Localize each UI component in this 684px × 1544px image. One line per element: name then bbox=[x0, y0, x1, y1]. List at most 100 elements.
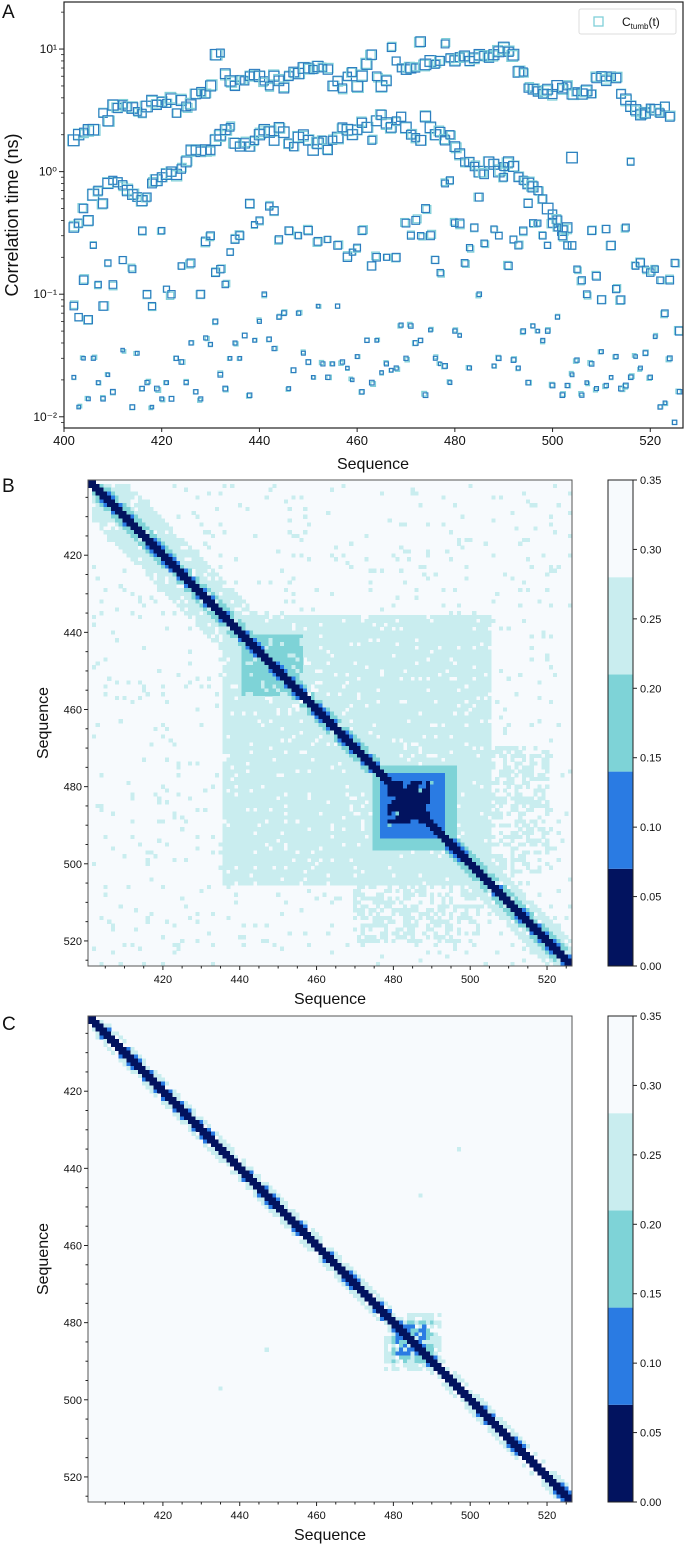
heatmap-cell bbox=[437, 750, 442, 755]
heatmap-cell bbox=[103, 514, 108, 519]
heatmap-cell bbox=[306, 653, 312, 658]
heatmap-cell bbox=[387, 742, 392, 747]
heatmap-cell bbox=[372, 568, 377, 573]
heatmap-cell bbox=[383, 769, 388, 774]
heatmap-cell bbox=[341, 738, 346, 743]
heatmap-cell bbox=[276, 777, 281, 782]
x-axis-title-b: Sequence bbox=[294, 991, 366, 1008]
heatmap-cell bbox=[91, 510, 96, 516]
heatmap-cell bbox=[306, 746, 312, 751]
heatmap-cell bbox=[368, 642, 373, 647]
heatmap-cell bbox=[376, 750, 381, 755]
heatmap-cell bbox=[245, 507, 250, 512]
heatmap-cell bbox=[341, 626, 346, 631]
heatmap-cell bbox=[168, 549, 173, 554]
heatmap-cell bbox=[318, 773, 323, 778]
heatmap-cell bbox=[230, 773, 235, 778]
heatmap-cell bbox=[475, 622, 481, 627]
heatmap-cell bbox=[291, 773, 296, 778]
heatmap-cell bbox=[272, 753, 277, 759]
heatmap-cell bbox=[445, 780, 450, 786]
heatmap-cell bbox=[383, 676, 388, 681]
heatmap-cell bbox=[230, 676, 235, 681]
heatmap-cell bbox=[230, 672, 235, 678]
heatmap-cell bbox=[330, 746, 335, 751]
heatmap-cell bbox=[487, 622, 492, 627]
heatmap-cell bbox=[253, 626, 258, 631]
heatmap-cell bbox=[233, 692, 239, 697]
heatmap-cell bbox=[372, 645, 377, 651]
heatmap-cell bbox=[364, 742, 369, 747]
heatmap-cell bbox=[502, 765, 507, 770]
heatmap-cell bbox=[295, 618, 300, 624]
heatmap-cell bbox=[475, 723, 481, 728]
heatmap-cell bbox=[222, 665, 227, 670]
data-point-marker bbox=[622, 382, 629, 389]
heatmap-cell bbox=[364, 688, 369, 693]
heatmap-cell bbox=[310, 715, 315, 720]
heatmap-cell bbox=[368, 626, 373, 631]
heatmap-cell bbox=[541, 761, 546, 766]
heatmap-cell bbox=[291, 792, 296, 797]
heatmap-cell bbox=[157, 568, 162, 573]
heatmap-cell bbox=[245, 615, 250, 620]
heatmap-cell bbox=[276, 761, 281, 766]
heatmap-cell bbox=[499, 753, 504, 759]
heatmap-cell bbox=[233, 734, 239, 739]
data-point-marker bbox=[367, 261, 377, 271]
heatmap-cell bbox=[264, 750, 269, 755]
heatmap-cell bbox=[395, 630, 400, 635]
heatmap-cell bbox=[360, 769, 365, 774]
heatmap-cell bbox=[264, 634, 269, 639]
heatmap-cell bbox=[253, 696, 258, 701]
heatmap-cell bbox=[199, 561, 204, 566]
heatmap-cell bbox=[137, 518, 143, 523]
data-point-marker bbox=[382, 253, 390, 261]
heatmap-cell bbox=[395, 699, 400, 705]
heatmap-cell bbox=[264, 711, 269, 716]
heatmap-cell bbox=[449, 638, 454, 643]
heatmap-cell bbox=[479, 734, 484, 739]
heatmap-cell bbox=[360, 723, 365, 728]
heatmap-cell bbox=[306, 696, 312, 701]
data-point-marker bbox=[322, 64, 334, 75]
heatmap-cell bbox=[91, 622, 96, 627]
heatmap-cell bbox=[272, 672, 277, 678]
heatmap-cell bbox=[257, 696, 262, 701]
heatmap-cell bbox=[441, 707, 446, 712]
heatmap-cell bbox=[283, 638, 289, 643]
heatmap-cell bbox=[479, 630, 484, 635]
heatmap-cell bbox=[337, 676, 342, 681]
heatmap-cell bbox=[199, 588, 204, 593]
heatmap-cell bbox=[287, 530, 292, 535]
heatmap-cell bbox=[353, 669, 358, 674]
heatmap-cell bbox=[441, 761, 446, 766]
data-point-marker bbox=[246, 392, 253, 398]
heatmap-cell bbox=[429, 773, 435, 778]
heatmap-cell bbox=[310, 738, 315, 743]
heatmap-cell bbox=[337, 765, 342, 770]
data-point-marker-secondary bbox=[370, 381, 377, 388]
heatmap-cell bbox=[164, 541, 169, 546]
heatmap-cell bbox=[214, 603, 219, 608]
heatmap-cell bbox=[237, 711, 242, 716]
heatmap-cell bbox=[207, 618, 212, 624]
data-point-marker bbox=[190, 88, 202, 100]
heatmap-cell bbox=[149, 742, 154, 747]
heatmap-cell bbox=[230, 607, 235, 612]
heatmap-cell bbox=[387, 518, 392, 523]
heatmap-cell bbox=[260, 780, 265, 786]
heatmap-cell bbox=[130, 699, 135, 705]
heatmap-cell bbox=[260, 734, 265, 739]
heatmap-cell bbox=[134, 491, 139, 496]
heatmap-cell bbox=[160, 553, 166, 558]
heatmap-cell bbox=[333, 761, 338, 766]
data-point-marker bbox=[652, 334, 658, 340]
heatmap-cell bbox=[410, 692, 415, 697]
heatmap-cell bbox=[349, 777, 354, 782]
heatmap-cell bbox=[237, 603, 242, 608]
heatmap-cell bbox=[122, 518, 127, 523]
heatmap-cell bbox=[134, 510, 139, 516]
heatmap-cell bbox=[145, 526, 150, 531]
data-point-marker bbox=[592, 271, 601, 281]
